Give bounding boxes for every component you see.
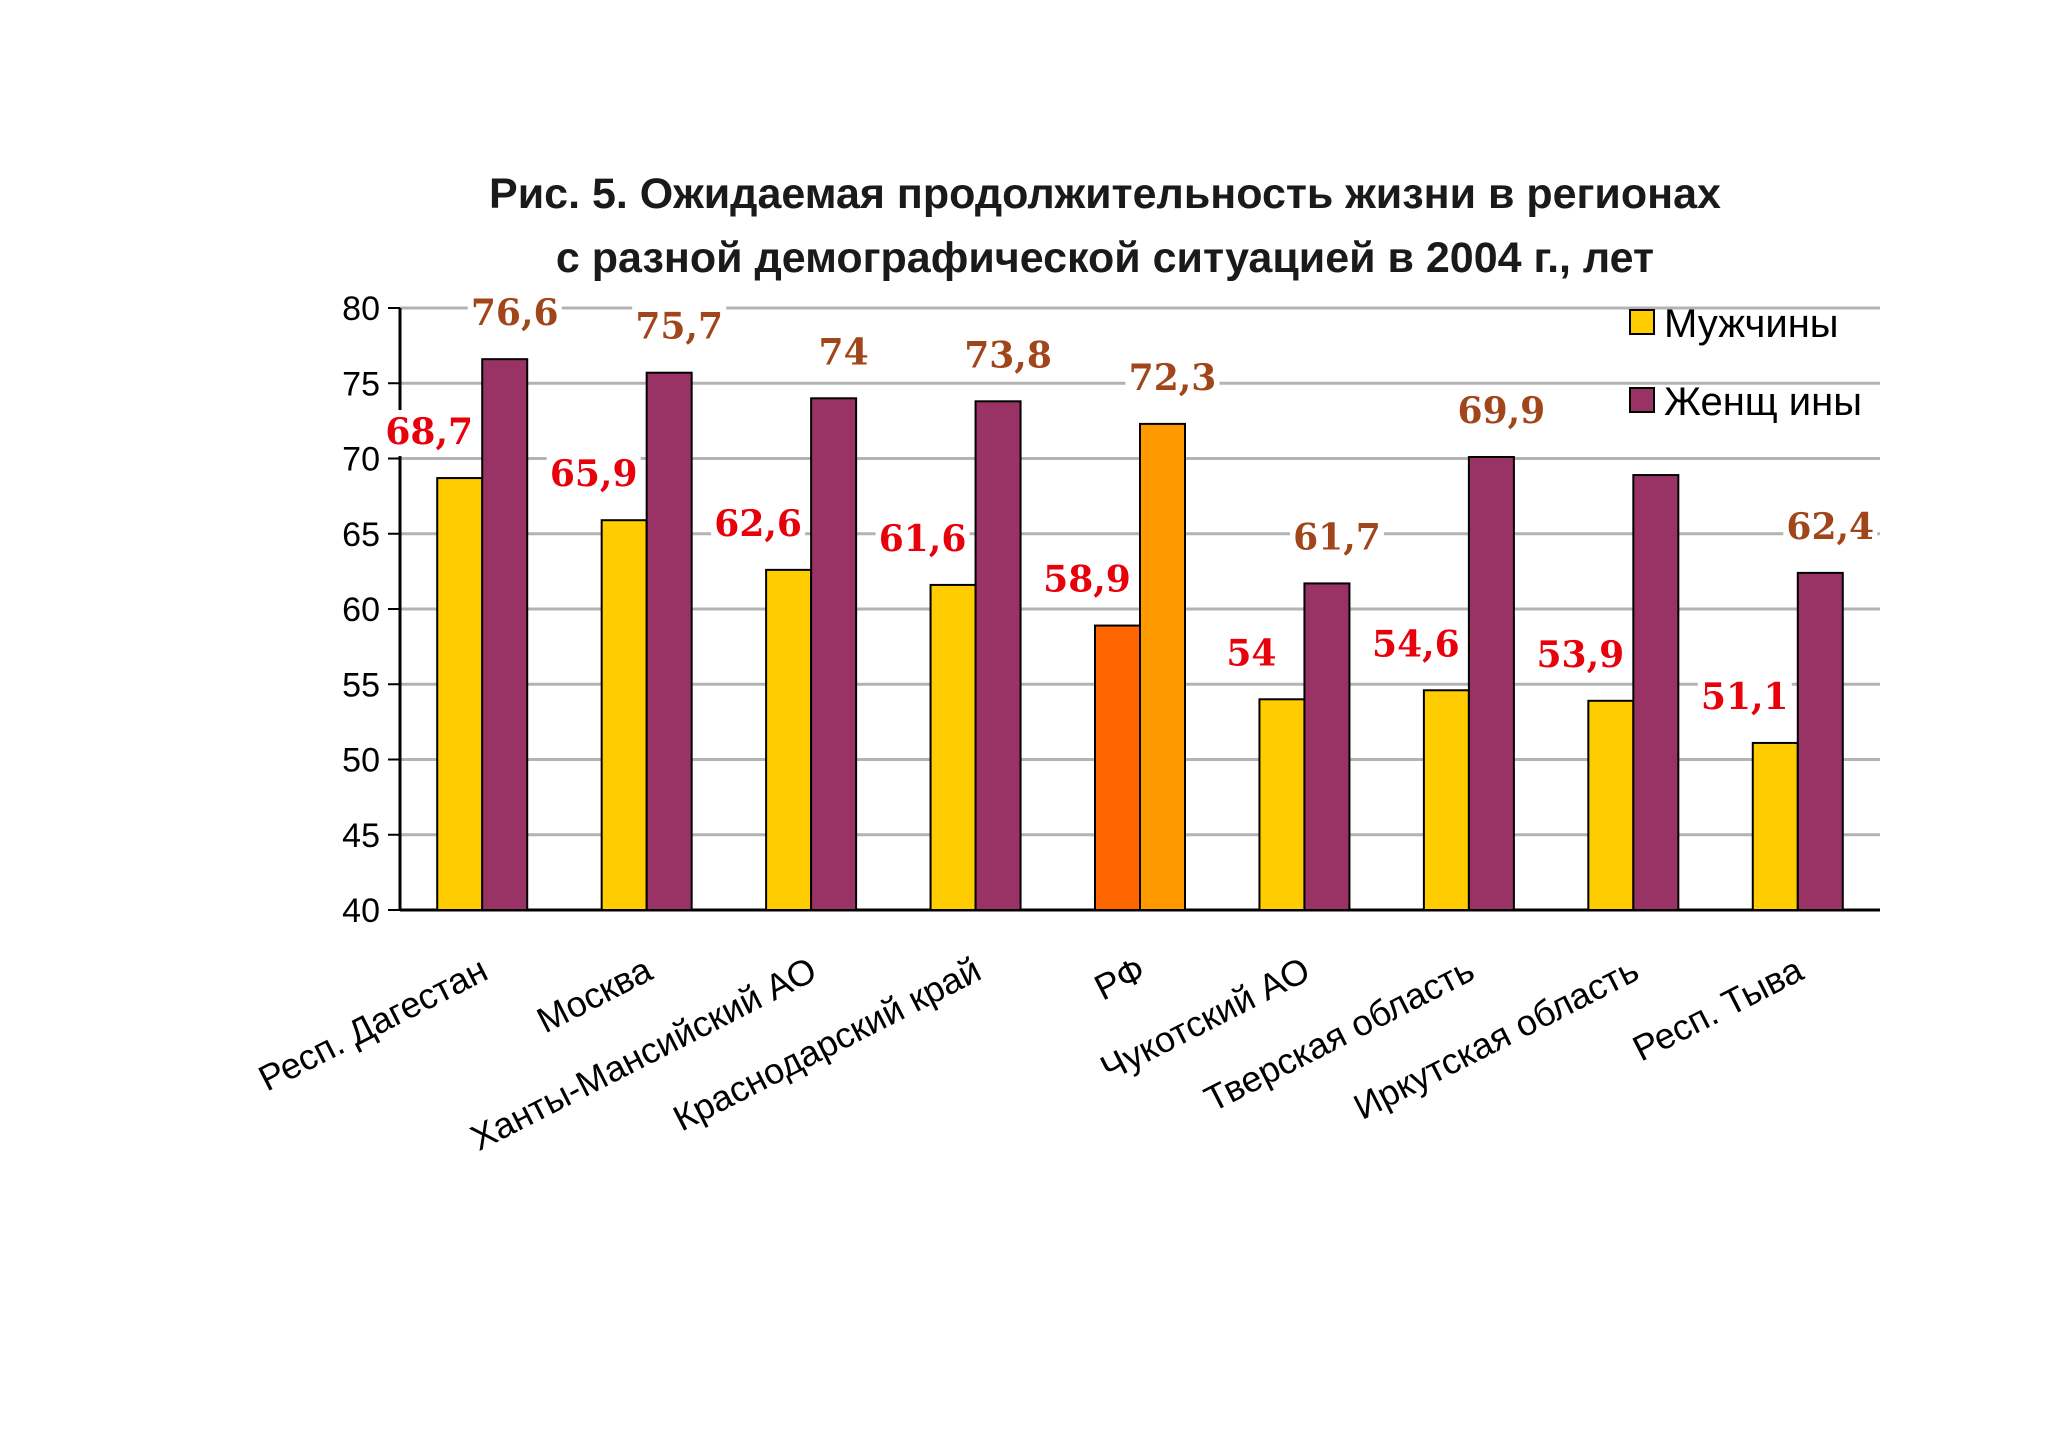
bars (436, 358, 1844, 912)
bar-men-6 (1422, 689, 1470, 912)
bar-men-3 (929, 583, 977, 911)
y-tick-label: 65 (342, 516, 380, 554)
label-bg-men-8 (1697, 674, 1792, 721)
data-label-women: 62,4 (1786, 506, 1874, 548)
data-label-men: 51,1 (1701, 676, 1789, 718)
category-label: Москва (530, 948, 659, 1041)
bar-women-2 (810, 397, 858, 911)
data-label-women: 61,7 (1293, 516, 1381, 558)
category-label: Иркутская область (1347, 949, 1645, 1128)
legend-label: Мужчины (1664, 302, 1839, 346)
bar-women-6 (1467, 455, 1515, 911)
bar-men-0 (436, 477, 484, 911)
bar-men-8 (1751, 741, 1799, 911)
data-label-women: 76,6 (471, 292, 559, 334)
label-bg-men-3 (875, 516, 970, 563)
label-bg-women-1 (632, 304, 727, 351)
label-bg-women-4 (1125, 355, 1220, 402)
category-label: Тверская область (1198, 949, 1481, 1120)
label-bg-women-5 (1289, 515, 1384, 562)
y-tick-label: 40 (342, 892, 380, 930)
category-label: Респ. Дагестан (252, 949, 494, 1099)
data-label-men: 54,6 (1372, 623, 1460, 665)
bar-women-5 (1303, 582, 1351, 911)
y-tick-label: 75 (342, 365, 380, 403)
label-bg-women-2 (816, 330, 871, 377)
category-label: Краснодарский край (666, 949, 987, 1139)
label-bg-women-3 (961, 333, 1056, 380)
data-label-women: 69,9 (1458, 390, 1546, 432)
label-bg-men-6 (1368, 622, 1463, 669)
chart-title-line-1: Рис. 5. Ожидаемая продолжительность жизн… (489, 170, 1721, 218)
data-label-men: 62,6 (714, 503, 802, 545)
legend: Мужчины Женщ ины (1629, 302, 1862, 424)
bar-women-8 (1796, 571, 1844, 911)
label-bg-men-2 (711, 501, 806, 548)
bar-women-0 (481, 358, 529, 912)
data-label-women: 72,3 (1129, 357, 1217, 399)
label-bg-women-6 (1454, 388, 1549, 435)
y-tick-label: 60 (342, 591, 380, 629)
data-labels: 68,7 76,6 65,9 75,7 62,6 74 61,6 73,8 58,9 72,3 54… (382, 291, 1878, 721)
data-label-men: 65,9 (550, 453, 638, 495)
bar-men-7 (1587, 699, 1635, 911)
label-bg-men-7 (1533, 632, 1628, 679)
label-bg-men-5 (1224, 631, 1279, 678)
data-label-men: 68,7 (385, 411, 473, 453)
legend-swatch-0 (1629, 309, 1655, 335)
label-bg-men-0 (382, 410, 477, 457)
data-label-men: 54 (1226, 632, 1276, 674)
category-label: Респ. Тыва (1626, 948, 1810, 1069)
bar-men-5 (1258, 698, 1306, 911)
y-tick-label: 55 (342, 666, 380, 704)
legend-label: Женщ ины (1664, 380, 1862, 424)
bar-men-1 (600, 519, 648, 912)
bar-women-1 (645, 371, 693, 911)
y-tick-label: 50 (342, 742, 380, 780)
label-bg-men-1 (546, 452, 641, 499)
label-bg-women-8 (1783, 504, 1878, 551)
y-tick-label: 80 (342, 290, 380, 328)
bar-men-2 (765, 568, 813, 911)
data-label-women: 73,8 (964, 334, 1052, 376)
bar-women-4 (1139, 422, 1186, 911)
bar-men-4 (1094, 624, 1141, 911)
data-label-women: 74 (819, 331, 869, 373)
label-bg-men-4 (1040, 557, 1134, 604)
data-label-women: 75,7 (635, 306, 723, 348)
chart-title: Рис. 5. Ожидаемая продолжительность жизн… (489, 170, 1721, 282)
legend-swatch-1 (1629, 387, 1655, 413)
y-tick-label: 45 (342, 817, 380, 855)
bar-women-7 (1632, 474, 1680, 911)
bar-women-3 (974, 400, 1022, 911)
data-label-men: 58,9 (1043, 559, 1131, 601)
label-bg-women-0 (467, 291, 562, 338)
chart-title-line-2: с разной демографической ситуацией в 200… (556, 234, 1654, 282)
data-label-men: 61,6 (879, 518, 967, 560)
y-tick-label: 70 (342, 441, 380, 479)
category-label: РФ (1088, 949, 1152, 1009)
data-label-men: 53,9 (1536, 634, 1624, 676)
